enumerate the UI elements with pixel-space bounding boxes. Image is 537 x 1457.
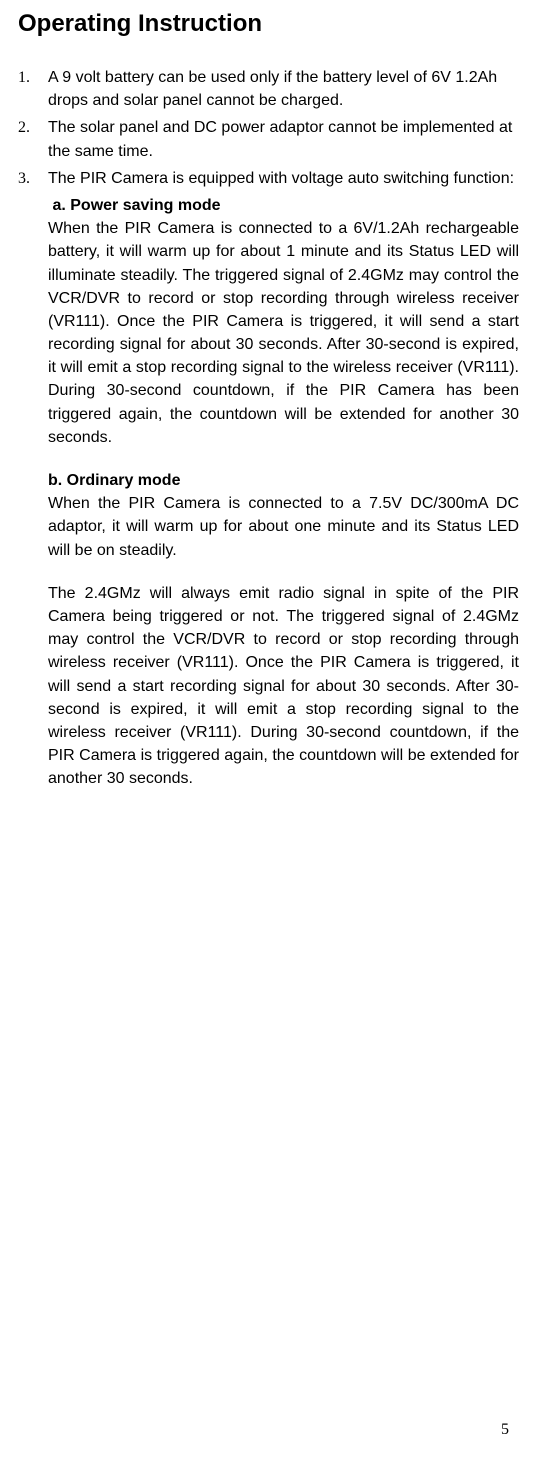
mode-b-title: b. Ordinary mode xyxy=(48,469,519,492)
mode-a-text: When the PIR Camera is connected to a 6V… xyxy=(48,217,519,449)
list-text: The solar panel and DC power adaptor can… xyxy=(48,116,519,162)
mode-b-section: b. Ordinary mode When the PIR Camera is … xyxy=(48,469,519,790)
list-number: 3. xyxy=(18,167,48,190)
list-number: 1. xyxy=(18,66,48,89)
page-title: Operating Instruction xyxy=(18,10,519,38)
list-text: A 9 volt battery can be used only if the… xyxy=(48,66,519,112)
document-page: Operating Instruction 1. A 9 volt batter… xyxy=(0,0,537,1457)
mode-a-section: a. Power saving mode When the PIR Camera… xyxy=(48,194,519,449)
mode-b-text-2: The 2.4GMz will always emit radio signal… xyxy=(48,582,519,791)
list-item: 1. A 9 volt battery can be used only if … xyxy=(18,66,519,112)
list-number: 2. xyxy=(18,116,48,139)
numbered-list: 1. A 9 volt battery can be used only if … xyxy=(18,66,519,190)
list-item: 2. The solar panel and DC power adaptor … xyxy=(18,116,519,162)
page-number: 5 xyxy=(501,1421,509,1439)
list-text: The PIR Camera is equipped with voltage … xyxy=(48,167,519,190)
list-item: 3. The PIR Camera is equipped with volta… xyxy=(18,167,519,190)
mode-b-text-1: When the PIR Camera is connected to a 7.… xyxy=(48,492,519,562)
mode-a-title: a. Power saving mode xyxy=(48,194,519,217)
